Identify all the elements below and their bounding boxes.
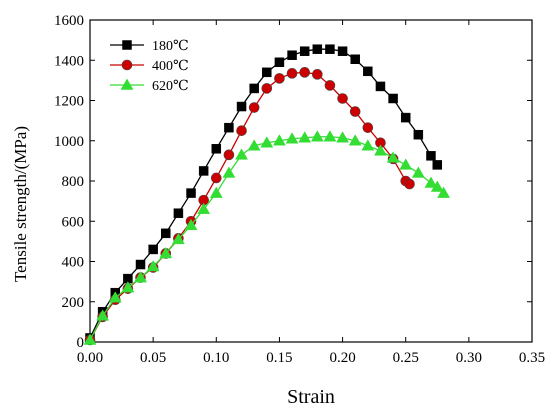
series-2-point — [209, 186, 223, 198]
series-2-point — [108, 291, 122, 303]
series-0-point — [388, 93, 398, 104]
series-0-point — [400, 112, 411, 123]
series-1-point — [261, 83, 273, 94]
series-1-point — [404, 178, 415, 190]
series-0-point — [249, 83, 259, 94]
y-tick-label: 1400 — [54, 53, 84, 69]
series-1-point — [236, 125, 247, 136]
series-2-point — [171, 232, 185, 245]
series-0-point — [161, 228, 171, 239]
series-1-point — [324, 80, 336, 91]
series-0-point — [274, 57, 285, 68]
series-2-point — [272, 134, 286, 146]
series-0-point — [262, 67, 272, 78]
series-2-point — [386, 151, 400, 163]
legend-marker-2 — [120, 78, 134, 90]
x-tick-label: 0.15 — [266, 350, 292, 366]
y-tick-label: 1600 — [54, 13, 84, 29]
series-2-point — [197, 202, 211, 214]
series-0-point — [236, 101, 247, 112]
series-0-point — [299, 46, 310, 56]
series-1-point — [337, 93, 348, 104]
series-2-point — [134, 271, 147, 283]
series-1-point — [210, 172, 222, 184]
x-tick-label: 0.05 — [140, 350, 166, 366]
y-axis-title: Tensile strength/(MPa) — [11, 126, 30, 282]
series-2-point — [361, 139, 375, 151]
y-tick-label: 0 — [77, 335, 85, 351]
series-0-point — [363, 66, 373, 77]
series-0-point — [224, 122, 234, 133]
legend: 180℃ 400℃ 620℃ — [110, 39, 189, 94]
y-tick-label: 200 — [62, 295, 85, 311]
series-2-point — [298, 131, 312, 143]
series-0-point — [211, 144, 222, 154]
legend-label-0: 180℃ — [152, 39, 189, 54]
series-0-point — [432, 160, 443, 170]
series-0-point — [186, 188, 196, 198]
series-2-point — [222, 166, 236, 178]
series-2-point — [146, 260, 160, 272]
legend-marker-1 — [121, 59, 133, 71]
series-2-point — [323, 130, 337, 142]
y-tick-label: 800 — [62, 174, 85, 190]
x-tick-label: 0.20 — [329, 350, 355, 366]
legend-marker-0 — [122, 40, 132, 50]
series-2-point — [260, 136, 274, 148]
series-2-point — [374, 144, 387, 156]
series-line-2 — [89, 136, 445, 341]
series-0-point — [375, 81, 386, 92]
y-tick-label: 1200 — [54, 94, 84, 110]
series-0-point — [312, 44, 323, 54]
y-tick-label: 600 — [62, 214, 85, 230]
series-0-point — [337, 46, 348, 56]
series-2-point — [424, 176, 438, 188]
series-1-point — [274, 73, 285, 84]
series-0-point — [350, 54, 360, 64]
y-tick-label: 400 — [62, 255, 85, 271]
series-2-point — [399, 158, 413, 170]
series-1-point — [286, 68, 298, 79]
x-tick-label: 0.30 — [456, 350, 482, 366]
series-0-point — [426, 151, 436, 161]
series-1-point — [349, 106, 361, 117]
series-2-point — [184, 218, 198, 231]
series-2-point — [310, 130, 324, 142]
x-tick-label: 0.00 — [77, 350, 103, 366]
series-2-point — [437, 186, 451, 198]
x-tick-label: 0.35 — [519, 350, 545, 366]
series-2-point — [83, 333, 97, 345]
series-2-point — [348, 134, 362, 146]
legend-label-2: 620℃ — [152, 79, 189, 94]
legend-label-1: 400℃ — [152, 59, 189, 74]
series-1-point — [223, 149, 235, 161]
series-1-point — [299, 67, 310, 78]
series-2-point — [96, 309, 110, 321]
x-tick-label: 0.25 — [393, 350, 419, 366]
series-line-1 — [89, 71, 410, 341]
series-1-point — [312, 69, 323, 80]
x-tick-label: 0.10 — [203, 350, 229, 366]
series-2-point — [285, 132, 299, 144]
series-0-point — [325, 44, 335, 54]
series-1-point — [362, 122, 374, 133]
series-2-point — [411, 166, 425, 178]
series-2-point — [247, 139, 261, 151]
series-0-point — [148, 244, 158, 255]
series-2-point — [159, 246, 173, 259]
series-0-point — [198, 166, 209, 176]
series-2-point — [430, 180, 444, 192]
series-2-point — [235, 148, 248, 160]
x-axis-title: Strain — [287, 386, 335, 408]
series-2-point — [336, 131, 350, 143]
series-0-point — [287, 50, 297, 60]
y-tick-label: 1000 — [54, 134, 84, 150]
series-2-point — [121, 281, 135, 293]
series-0-point — [413, 129, 424, 140]
series-0-point — [173, 208, 184, 218]
plot-area: 0.00 0.05 0.10 0.15 0.20 0.25 0.30 0.35 0 200 400 6… — [54, 13, 545, 366]
series-1-point — [248, 102, 260, 113]
series-0-point — [135, 259, 146, 270]
